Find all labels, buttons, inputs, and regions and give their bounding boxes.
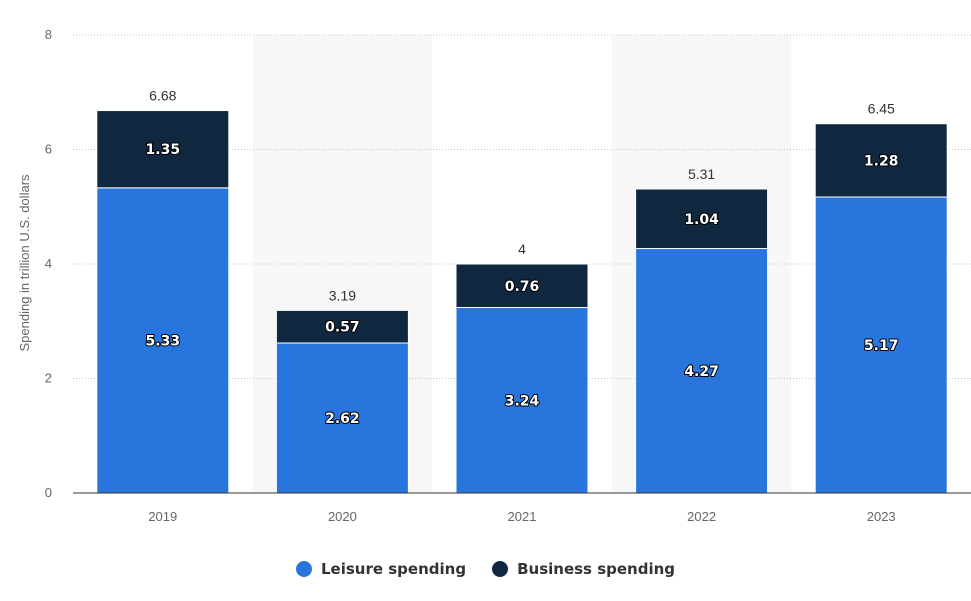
legend-marker-leisure — [295, 561, 312, 577]
bar-business-2020[interactable] — [275, 309, 409, 344]
data-label-leisure-2022: 4.27 — [684, 364, 719, 380]
bar-leisure-2021[interactable] — [455, 307, 589, 494]
total-label-2023: 6.45 — [868, 101, 895, 117]
legend-label-leisure: Leisure spending — [320, 560, 467, 578]
data-label-leisure-2023: 5.17 — [864, 338, 899, 354]
bar-leisure-2019[interactable] — [96, 187, 230, 494]
data-label-business-2021: 0.76 — [505, 279, 540, 295]
x-tick-2020: 2020 — [328, 509, 357, 524]
legend-label-business: Business spending — [517, 560, 676, 578]
data-label-business-2023: 1.28 — [864, 153, 899, 169]
y-tick-labels: 0 2 4 6 8 — [45, 27, 52, 500]
x-tick-2019: 2019 — [148, 509, 177, 524]
bar-business-2022[interactable] — [635, 188, 769, 250]
data-label-leisure-2019: 5.33 — [146, 333, 181, 349]
data-label-business-2022: 1.04 — [684, 212, 719, 228]
data-label-leisure-2020: 2.62 — [325, 411, 360, 427]
bars: 5.33 1.35 6.68 2.62 0.57 3.19 3.24 0.76 4 4.27 1.0… — [96, 88, 948, 494]
bar-business-2023[interactable] — [814, 123, 948, 198]
bar-business-2019[interactable] — [96, 110, 230, 189]
y-axis-title: Spending in trillion U.S. dollars — [17, 174, 32, 352]
total-label-2020: 3.19 — [329, 287, 356, 303]
data-label-business-2020: 0.57 — [325, 320, 360, 336]
bar-leisure-2022[interactable] — [635, 248, 769, 494]
data-label-business-2019: 1.35 — [146, 142, 181, 158]
total-label-2022: 5.31 — [688, 166, 715, 182]
y-tick-0: 0 — [45, 485, 52, 500]
legend-item-leisure[interactable]: Leisure spending — [295, 560, 467, 578]
x-tick-labels: 2019 2020 2021 2022 2023 — [148, 509, 895, 524]
bar-leisure-2020[interactable] — [275, 342, 409, 494]
legend: Leisure spending Business spending — [0, 560, 971, 578]
x-tick-2022: 2022 — [687, 509, 716, 524]
y-tick-2: 2 — [45, 371, 52, 386]
y-tick-8: 8 — [45, 27, 52, 42]
x-tick-2023: 2023 — [867, 509, 896, 524]
y-tick-4: 4 — [45, 256, 52, 271]
legend-marker-business — [492, 561, 509, 577]
bar-business-2021[interactable] — [455, 263, 589, 309]
y-tick-6: 6 — [45, 142, 52, 157]
total-label-2021: 4 — [518, 241, 526, 257]
legend-item-business[interactable]: Business spending — [492, 560, 675, 578]
data-label-leisure-2021: 3.24 — [505, 393, 540, 409]
total-label-2019: 6.68 — [149, 88, 176, 104]
x-tick-2021: 2021 — [508, 509, 537, 524]
